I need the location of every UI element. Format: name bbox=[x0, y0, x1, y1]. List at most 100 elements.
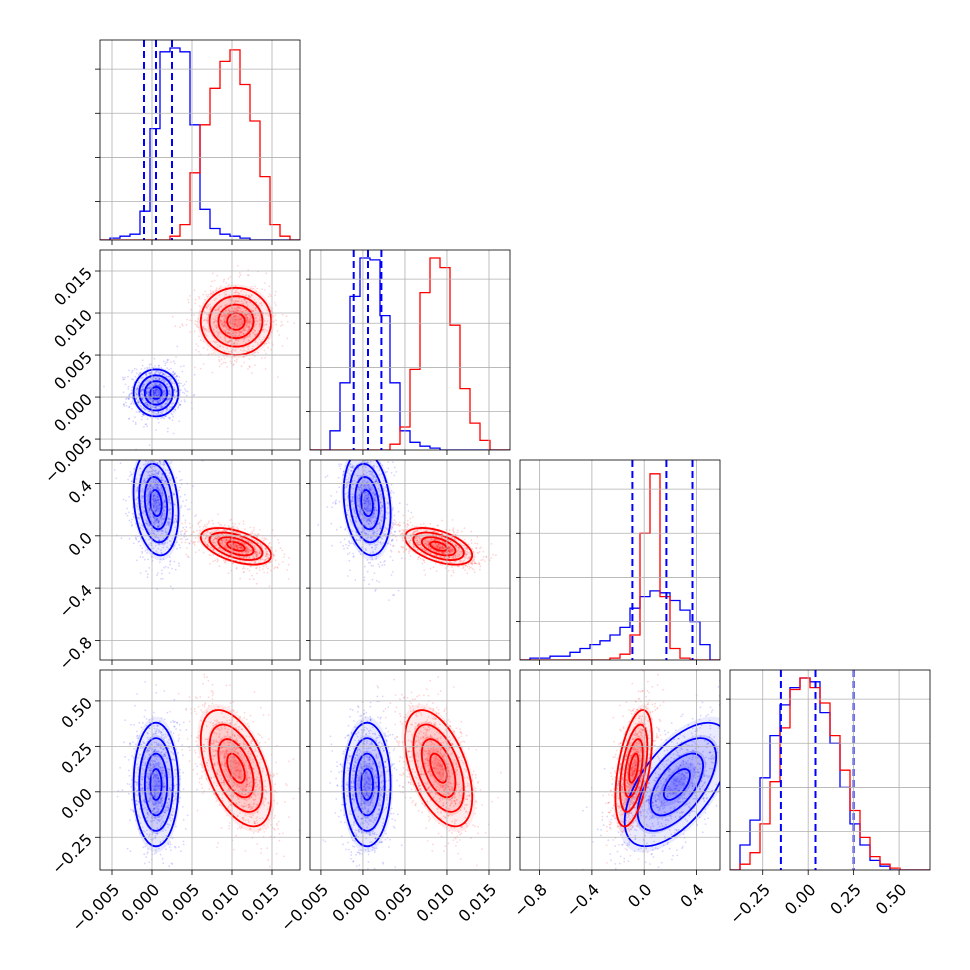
scatter-point bbox=[222, 318, 225, 321]
scatter-point bbox=[166, 541, 169, 544]
scatter-point bbox=[236, 326, 239, 328]
scatter-point bbox=[235, 360, 238, 363]
scatter-point bbox=[250, 309, 253, 312]
scatter-point bbox=[237, 547, 240, 550]
scatter-point bbox=[395, 471, 398, 473]
scatter-point bbox=[163, 457, 165, 459]
scatter-point bbox=[181, 538, 183, 540]
scatter-point bbox=[234, 539, 236, 541]
scatter-point bbox=[371, 546, 373, 549]
scatter-point bbox=[367, 484, 370, 487]
scatter-point bbox=[146, 403, 149, 406]
scatter-point bbox=[266, 555, 268, 557]
scatter-point bbox=[141, 413, 144, 416]
scatter-point bbox=[365, 462, 368, 464]
scatter-point bbox=[372, 464, 375, 467]
scatter-point bbox=[165, 456, 167, 458]
scatter-point bbox=[379, 490, 382, 492]
density-level bbox=[401, 704, 476, 833]
scatter-point bbox=[156, 400, 159, 402]
scatter-point bbox=[157, 394, 160, 396]
scatter-point bbox=[247, 348, 250, 350]
scatter-point bbox=[225, 539, 228, 542]
scatter-point bbox=[248, 326, 251, 329]
scatter-point bbox=[380, 504, 383, 507]
scatter-point bbox=[424, 542, 427, 545]
scatter-point bbox=[149, 373, 152, 376]
scatter-point bbox=[408, 541, 411, 544]
scatter-point bbox=[348, 540, 350, 543]
scatter-point bbox=[448, 546, 450, 548]
scatter-point bbox=[255, 317, 257, 319]
scatter-point bbox=[348, 465, 351, 467]
scatter-point bbox=[149, 516, 152, 519]
scatter-point bbox=[233, 545, 235, 548]
scatter-point bbox=[365, 541, 367, 544]
scatter-point bbox=[222, 322, 224, 325]
scatter-point bbox=[166, 367, 169, 370]
scatter-point bbox=[238, 555, 241, 558]
scatter-point bbox=[159, 445, 161, 447]
scatter-point bbox=[248, 541, 251, 543]
scatter-point bbox=[358, 427, 360, 429]
scatter-point bbox=[145, 390, 148, 393]
scatter-point bbox=[143, 426, 145, 428]
scatter-point bbox=[135, 392, 138, 395]
scatter-point bbox=[317, 524, 320, 526]
scatter-point bbox=[258, 298, 261, 300]
scatter-point bbox=[168, 393, 171, 395]
scatter-point bbox=[127, 442, 129, 444]
scatter-point bbox=[213, 548, 216, 551]
scatter-point bbox=[351, 530, 354, 533]
scatter-point bbox=[346, 484, 349, 487]
scatter-point bbox=[130, 521, 133, 524]
scatter-point bbox=[154, 365, 156, 367]
scatter-point bbox=[264, 555, 267, 558]
scatter-point bbox=[367, 499, 370, 502]
scatter-point bbox=[227, 341, 230, 343]
scatter-point bbox=[441, 551, 443, 554]
scatter-point bbox=[202, 551, 205, 554]
scatter-point bbox=[202, 533, 205, 536]
scatter-point bbox=[251, 310, 254, 313]
scatter-point bbox=[208, 353, 211, 355]
density-level bbox=[229, 758, 243, 779]
scatter-point bbox=[412, 533, 414, 536]
scatter-point bbox=[154, 382, 156, 385]
scatter-point bbox=[131, 518, 133, 521]
scatter-point bbox=[426, 540, 429, 543]
scatter-point bbox=[143, 509, 146, 512]
scatter-point bbox=[442, 547, 444, 550]
scatter-point bbox=[222, 315, 225, 317]
scatter-point bbox=[135, 488, 138, 491]
scatter-point bbox=[202, 347, 205, 349]
scatter-point bbox=[274, 301, 276, 304]
scatter-point bbox=[264, 538, 267, 541]
scatter-point bbox=[158, 421, 160, 424]
density-level bbox=[667, 773, 687, 796]
scatter-point bbox=[155, 400, 158, 403]
scatter-point bbox=[383, 489, 385, 492]
scatter-point bbox=[174, 372, 177, 375]
scatter-point bbox=[368, 503, 370, 506]
scatter-point bbox=[225, 326, 228, 328]
scatter-point bbox=[172, 415, 175, 418]
scatter-point bbox=[179, 326, 182, 328]
scatter-point bbox=[373, 497, 376, 500]
scatter-point bbox=[375, 480, 378, 483]
scatter-point bbox=[380, 519, 382, 521]
scatter-point bbox=[419, 544, 422, 546]
scatter-point bbox=[158, 525, 161, 527]
scatter-point bbox=[158, 405, 161, 407]
scatter-point bbox=[153, 481, 155, 484]
scatter-point bbox=[170, 540, 172, 543]
scatter-point bbox=[384, 497, 387, 500]
scatter-point bbox=[136, 388, 139, 391]
scatter-point bbox=[260, 302, 263, 304]
scatter-point bbox=[145, 522, 147, 525]
scatter-point bbox=[206, 320, 209, 323]
scatter-point bbox=[476, 552, 479, 554]
scatter-point bbox=[258, 338, 261, 341]
scatter-point bbox=[234, 300, 237, 302]
scatter-point bbox=[356, 443, 358, 445]
